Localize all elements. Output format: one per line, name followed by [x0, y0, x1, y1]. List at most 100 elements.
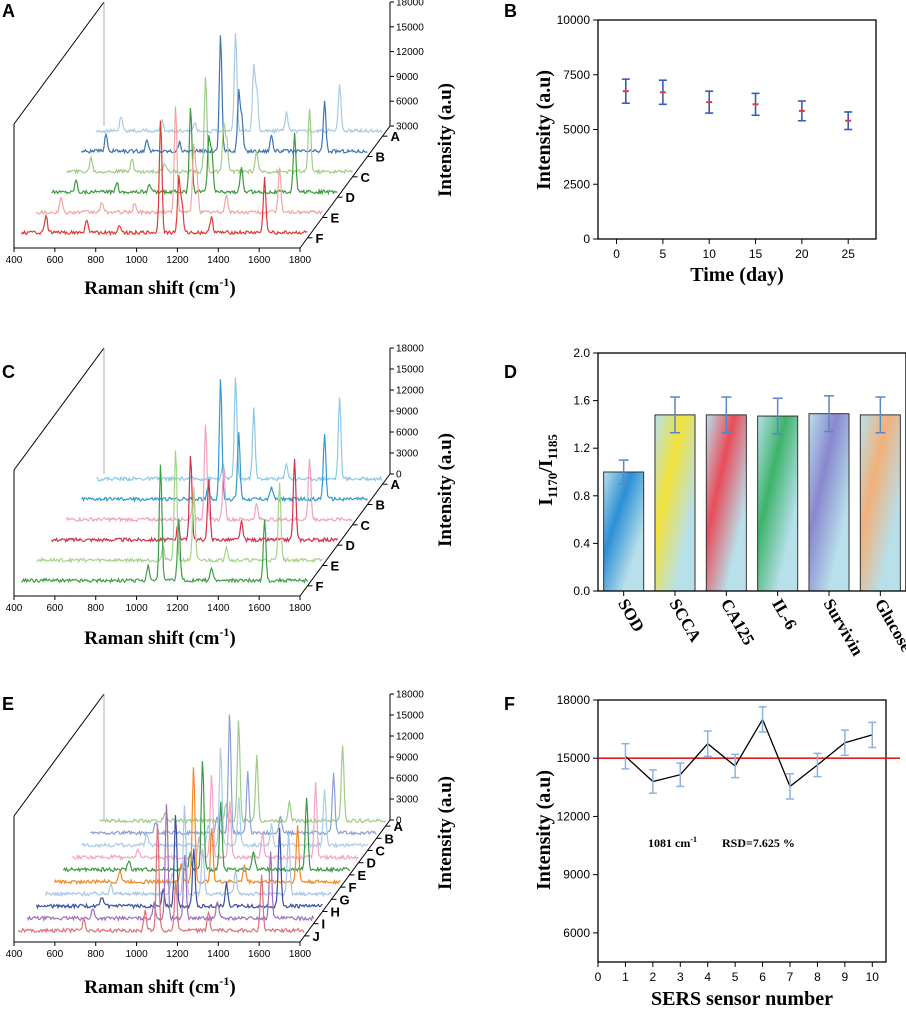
z-tick-label: 3000 — [396, 795, 419, 806]
y-ticks-b: 0 2500 5000 7500 10000 — [557, 13, 598, 246]
spectrum-C — [66, 76, 353, 176]
y-tick-label: 7500 — [563, 68, 590, 82]
spectrum-F — [20, 120, 308, 236]
x-tick-label: 2 — [650, 970, 657, 984]
x-tick-label: 0 — [595, 970, 602, 984]
y-axis-label-f: Intensity (a.u) — [533, 770, 555, 890]
x-tick-label: Survivin — [820, 596, 868, 660]
x-tick-label: 400 — [6, 255, 23, 266]
series-label: C — [361, 170, 371, 185]
z-tick-label: 6000 — [396, 774, 419, 785]
x-tick-label: 800 — [87, 949, 104, 960]
annotation-rsd: RSD=7.625 % — [722, 836, 795, 850]
z-tick-label: 6000 — [396, 97, 419, 108]
spectrum-H — [35, 815, 323, 910]
x-ticks-f: 0 1 2 3 4 5 6 7 8 9 10 — [595, 962, 879, 984]
series-label: F — [316, 579, 324, 594]
series-label: E — [331, 211, 340, 226]
frame-edge — [299, 125, 391, 249]
series-label: D — [346, 190, 355, 205]
z-tick-label: 15000 — [396, 711, 424, 722]
y-tick-label: 1.6 — [573, 394, 590, 408]
z-tick-label: 3000 — [396, 122, 419, 133]
panel-d: D 0.0 0.4 0.8 1.2 1.6 2.0 SOD SCCA CA125 IL-6 Sur… — [504, 346, 906, 659]
bar-SCCA — [654, 414, 696, 592]
plot-frame-f — [597, 699, 887, 963]
frame-edge — [299, 819, 391, 943]
spectrum-E — [62, 761, 351, 874]
spectrum-A — [96, 377, 383, 483]
z-tick-label: 6000 — [396, 428, 419, 439]
z-tick-label: 3000 — [396, 449, 419, 460]
z-tick-label: 12000 — [396, 47, 424, 58]
series-label: A — [394, 819, 404, 834]
x-ticks-e: 400 600 800 1000 1200 1400 1600 1800 — [6, 942, 312, 960]
frame-edge — [13, 1, 105, 125]
z-tick-label: 15000 — [396, 365, 424, 376]
y-tick-label: 0 — [583, 232, 590, 246]
spectrum-C — [65, 424, 353, 524]
z-ticks-a: 3000 6000 9000 12000 15000 18000 — [390, 0, 424, 133]
panel-label-a: A — [2, 1, 15, 21]
series-label: G — [340, 892, 350, 907]
frame-edge — [13, 347, 105, 471]
panel-label-f: F — [504, 694, 515, 714]
bar-CA125 — [705, 414, 747, 592]
bars-d — [603, 395, 901, 592]
y-tick-label: 0.4 — [573, 536, 590, 550]
y-tick-label: 5000 — [563, 123, 590, 137]
x-tick-label: 1200 — [166, 603, 189, 614]
panel-a: A 400 600 800 1000 1200 1400 1600 1800 3000 6000… — [2, 0, 456, 299]
series-label: D — [367, 856, 376, 871]
x-tick-label: 800 — [87, 603, 104, 614]
z-tick-label: 0 — [396, 816, 402, 827]
x-tick-label: 600 — [47, 255, 64, 266]
x-tick-label: 800 — [87, 255, 104, 266]
panel-e: E 400 600 800 1000 1200 1400 1600 1800 0 3000 600… — [2, 690, 456, 999]
y-tick-label: 1.2 — [573, 441, 590, 455]
plot-frame-d — [597, 352, 906, 592]
x-ticks-d: SOD SCCA CA125 IL-6 Survivin Glucose — [614, 591, 906, 659]
series-label: A — [391, 129, 401, 144]
x-tick-label: 1400 — [207, 949, 230, 960]
x-axis-label-b: Time (day) — [690, 264, 784, 286]
waterfall-frame-a — [13, 1, 391, 249]
x-tick-label: 1200 — [166, 949, 189, 960]
z-tick-label: 9000 — [396, 753, 419, 764]
series-label: C — [361, 518, 371, 533]
spectrum-E — [36, 450, 323, 564]
x-tick-label: 1800 — [289, 255, 312, 266]
series-line — [624, 717, 873, 788]
series-label: E — [358, 868, 367, 883]
spectrum-D — [72, 774, 359, 861]
y-axis-label-e: Intensity (a.u) — [435, 776, 456, 890]
x-tick-label: 1400 — [207, 255, 230, 266]
y-axis-label-b: Intensity (a.u) — [533, 70, 555, 190]
x-tick-label: IL-6 — [768, 596, 801, 633]
z-ticks-e: 0 3000 6000 9000 12000 15000 18000 — [390, 690, 424, 827]
panel-label-c: C — [2, 362, 15, 382]
series-label: I — [322, 917, 326, 932]
z-tick-label: 18000 — [396, 344, 424, 355]
y-axis-label-c: Intensity (a.u) — [435, 433, 456, 547]
x-tick-label: Glucose — [871, 596, 906, 656]
z-tick-label: 18000 — [396, 690, 424, 701]
series-label: F — [349, 880, 357, 895]
series-label: F — [316, 231, 324, 246]
x-ticks-b: 0 5 10 15 20 25 — [613, 239, 855, 261]
x-tick-label: 10 — [703, 247, 717, 261]
x-tick-label: 1000 — [125, 949, 148, 960]
panel-c: C 400 600 800 1000 1200 1400 1600 1800 0 3000 600… — [2, 344, 456, 650]
series-line-f — [621, 706, 877, 800]
panel-label-e: E — [2, 694, 14, 714]
spectrum-C — [81, 748, 368, 849]
y-tick-label: 2500 — [563, 177, 590, 191]
x-tick-label: 1600 — [248, 255, 271, 266]
z-tick-label: 9000 — [396, 72, 419, 83]
x-tick-label: 20 — [795, 247, 809, 261]
y-tick-label: 18000 — [557, 693, 591, 707]
annotation-wavenumber: 1081 cm-1 — [648, 835, 697, 850]
x-tick-label: 1 — [622, 970, 629, 984]
panel-f: F 6000 9000 12000 15000 18000 0 1 2 3 4 5 6 7 8 9 10 1… — [504, 693, 900, 1009]
